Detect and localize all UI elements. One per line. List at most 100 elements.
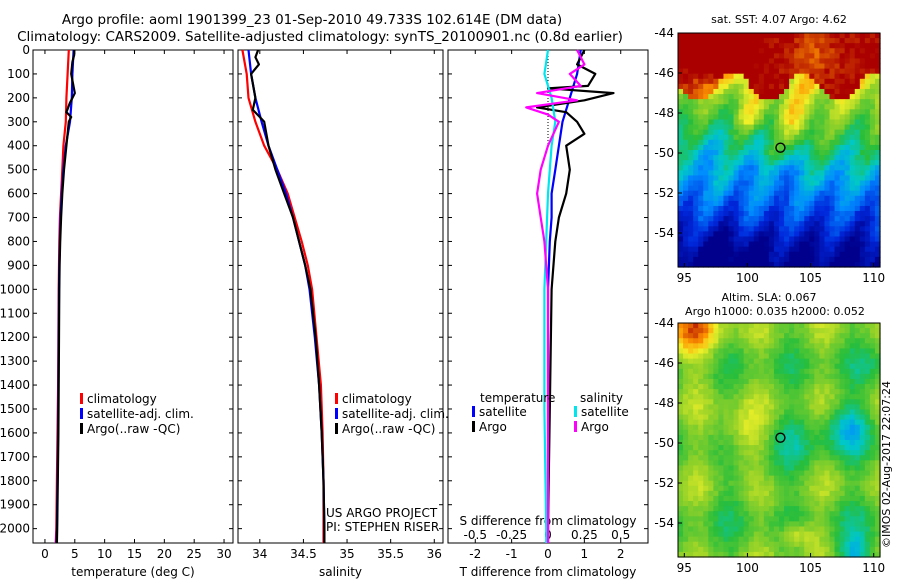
- legend-entry: climatology: [87, 392, 157, 406]
- x-tick-label-top: 0.25: [571, 528, 598, 542]
- x-tick-label: 95: [677, 561, 692, 575]
- series-line-argo-raw-qc-: [55, 50, 76, 544]
- y-tick-label: -44: [654, 316, 674, 330]
- legend-entry: satellite: [581, 405, 629, 419]
- x-tick-label: 100: [736, 271, 759, 285]
- legend-entry: Argo(..raw -QC): [342, 422, 435, 436]
- y-tick-label: 300: [7, 115, 30, 129]
- y-tick-label: -50: [654, 436, 674, 450]
- y-tick-label: 200: [7, 91, 30, 105]
- x-tick-label: -1: [506, 547, 518, 561]
- map-frame: [677, 322, 881, 558]
- panel-annotation: US ARGO PROJECT: [326, 506, 438, 520]
- legend-swatch: [472, 421, 475, 432]
- x-tick-label: 25: [187, 547, 202, 561]
- y-tick-label: 0: [22, 43, 30, 57]
- legend-header-temperature: temperature: [480, 391, 555, 405]
- x-tick-label-top: -0.5: [464, 528, 487, 542]
- legend-swatch: [80, 408, 83, 419]
- x-tick-label: 35.5: [377, 547, 404, 561]
- series-line-argo-raw-qc-: [250, 49, 326, 543]
- y-tick-label: -46: [654, 66, 674, 80]
- legend-entry: satellite: [479, 405, 527, 419]
- y-tick-label: 1300: [0, 354, 30, 368]
- y-tick-label: -54: [654, 516, 674, 530]
- x-tick-label: 95: [677, 271, 692, 285]
- sla-field: [678, 323, 881, 558]
- y-tick-label: -52: [654, 476, 674, 490]
- y-tick-label: -54: [654, 226, 674, 240]
- salinity-panel: 34 34.5 35 35.5 36 salinity climatologysatelli…: [237, 49, 449, 579]
- x-tick-label: 20: [157, 547, 172, 561]
- y-tick-label: -50: [654, 146, 674, 160]
- x-tick-label: -2: [469, 547, 481, 561]
- x-tick-label: 105: [799, 561, 822, 575]
- legend-entry: climatology: [342, 392, 412, 406]
- legend-swatch: [472, 406, 475, 417]
- y-tick-label: 1200: [0, 330, 30, 344]
- x-tick-label: 10: [97, 547, 112, 561]
- y-tick-label: -48: [654, 106, 674, 120]
- legend-swatch: [80, 393, 83, 404]
- x-tick-label: 34.5: [290, 547, 317, 561]
- legend-entry: Argo: [479, 420, 507, 434]
- y-tick-label: 2000: [0, 522, 30, 536]
- map-title: sat. SST: 4.07 Argo: 4.62: [711, 13, 847, 26]
- legend-swatch: [80, 423, 83, 434]
- x-tick-label: 5: [71, 547, 79, 561]
- x-tick-label: 0: [544, 547, 552, 561]
- legend-entry: satellite-adj. clim.: [87, 407, 194, 421]
- y-tick-label: -44: [654, 26, 674, 40]
- map-title: Altim. SLA: 0.067: [721, 291, 816, 304]
- panel-annotation: PI: STEPHEN RISER: [326, 520, 439, 534]
- x-tick-label-top: -0.25: [496, 528, 527, 542]
- legend-swatch: [335, 408, 338, 419]
- sst-map: 95 100 105 110 -44 -46 -48 -50 -52 -54 sat. SST: 4…: [654, 13, 885, 285]
- legend-swatch: [335, 423, 338, 434]
- series-line-sal-satellite: [543, 49, 557, 543]
- x-tick-label-top: 0.5: [611, 528, 630, 542]
- legend-swatch: [335, 393, 338, 404]
- sst-field: [678, 33, 881, 268]
- imos-watermark: ©IMOS 02-Aug-2017 22:07:24: [880, 381, 893, 548]
- series-line-sal-argo: [525, 49, 586, 543]
- x-tick-label: 0: [41, 547, 49, 561]
- legend-swatch: [574, 406, 577, 417]
- y-tick-label: 900: [7, 258, 30, 272]
- y-tick-label: 1900: [0, 498, 30, 512]
- map-frame: [677, 32, 881, 268]
- y-tick-label: 700: [7, 211, 30, 225]
- title-line-1: Argo profile: aoml 1901399_23 01-Sep-201…: [61, 12, 563, 28]
- y-tick-label: 1100: [0, 306, 30, 320]
- y-tick-label: 1000: [0, 282, 30, 296]
- x-tick-label: 110: [862, 271, 885, 285]
- x-tick-label: 30: [216, 547, 231, 561]
- legend-entry: Argo: [581, 420, 609, 434]
- map-subtitle: Argo h1000: 0.035 h2000: 0.052: [685, 305, 865, 318]
- y-tick-label: 1700: [0, 450, 30, 464]
- x-tick-label: 1: [581, 547, 589, 561]
- y-tick-label: 600: [7, 187, 30, 201]
- panel-frame: [237, 49, 444, 544]
- y-tick-label: -52: [654, 186, 674, 200]
- legend-entry: Argo(..raw -QC): [87, 422, 180, 436]
- y-tick-label: 1500: [0, 402, 30, 416]
- y-tick-label: 1400: [0, 378, 30, 392]
- y-tick-label: 800: [7, 234, 30, 248]
- x-tick-label: 100: [736, 561, 759, 575]
- x-axis-label: salinity: [319, 565, 362, 579]
- x-tick-label: 36: [427, 547, 442, 561]
- y-tick-label: 1600: [0, 426, 30, 440]
- x-tick-label: 110: [862, 561, 885, 575]
- panel-frame: [32, 49, 234, 544]
- temperature-panel: 0100200300400500600700800900100011001200…: [0, 43, 234, 579]
- legend-header-salinity: salinity: [580, 391, 623, 405]
- y-tick-label: -48: [654, 396, 674, 410]
- argo-position-marker: [775, 432, 786, 443]
- y-tick-label: 1800: [0, 474, 30, 488]
- x-axis-label: temperature (deg C): [71, 565, 194, 579]
- title-line-2: Climatology: CARS2009. Satellite-adjuste…: [17, 29, 623, 45]
- x-tick-label: 2: [617, 547, 625, 561]
